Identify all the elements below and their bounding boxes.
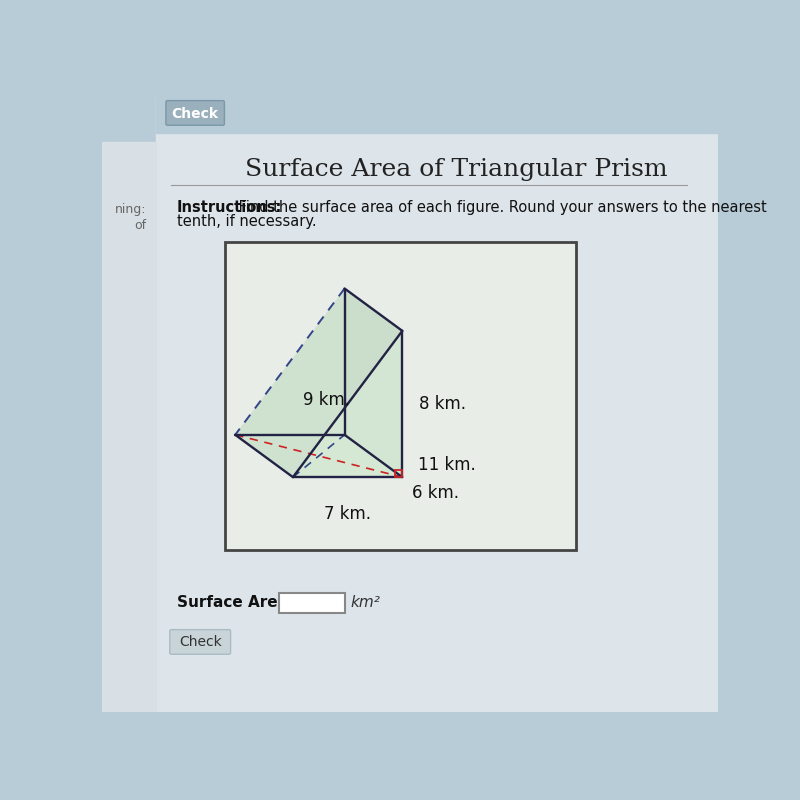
Bar (156, 96, 718, 133)
FancyBboxPatch shape (170, 630, 230, 654)
Text: ning:: ning: (115, 203, 146, 217)
Text: 6 km.: 6 km. (411, 483, 458, 502)
FancyBboxPatch shape (166, 101, 225, 126)
Text: km²: km² (350, 595, 381, 610)
Bar (226, 242, 575, 550)
Polygon shape (235, 435, 402, 477)
Bar (102, 142, 156, 758)
Polygon shape (293, 331, 402, 477)
Text: Find the surface area of each figure. Round your answers to the nearest: Find the surface area of each figure. Ro… (234, 200, 767, 215)
Text: Check: Check (179, 635, 222, 649)
Bar (279, 593, 345, 613)
Text: tenth, if necessary.: tenth, if necessary. (177, 214, 316, 229)
Text: Instructions:: Instructions: (177, 200, 282, 215)
Text: Surface Area:: Surface Area: (177, 595, 294, 610)
Text: 9 km.: 9 km. (302, 391, 350, 409)
Text: 8 km.: 8 km. (419, 395, 466, 413)
Polygon shape (345, 289, 402, 477)
Polygon shape (235, 289, 345, 435)
Text: Check: Check (172, 106, 218, 121)
Text: Surface Area of Triangular Prism: Surface Area of Triangular Prism (245, 158, 667, 181)
Text: of: of (134, 219, 146, 232)
Polygon shape (235, 289, 402, 477)
Text: 7 km.: 7 km. (324, 505, 371, 523)
Text: 11 km.: 11 km. (418, 456, 475, 474)
